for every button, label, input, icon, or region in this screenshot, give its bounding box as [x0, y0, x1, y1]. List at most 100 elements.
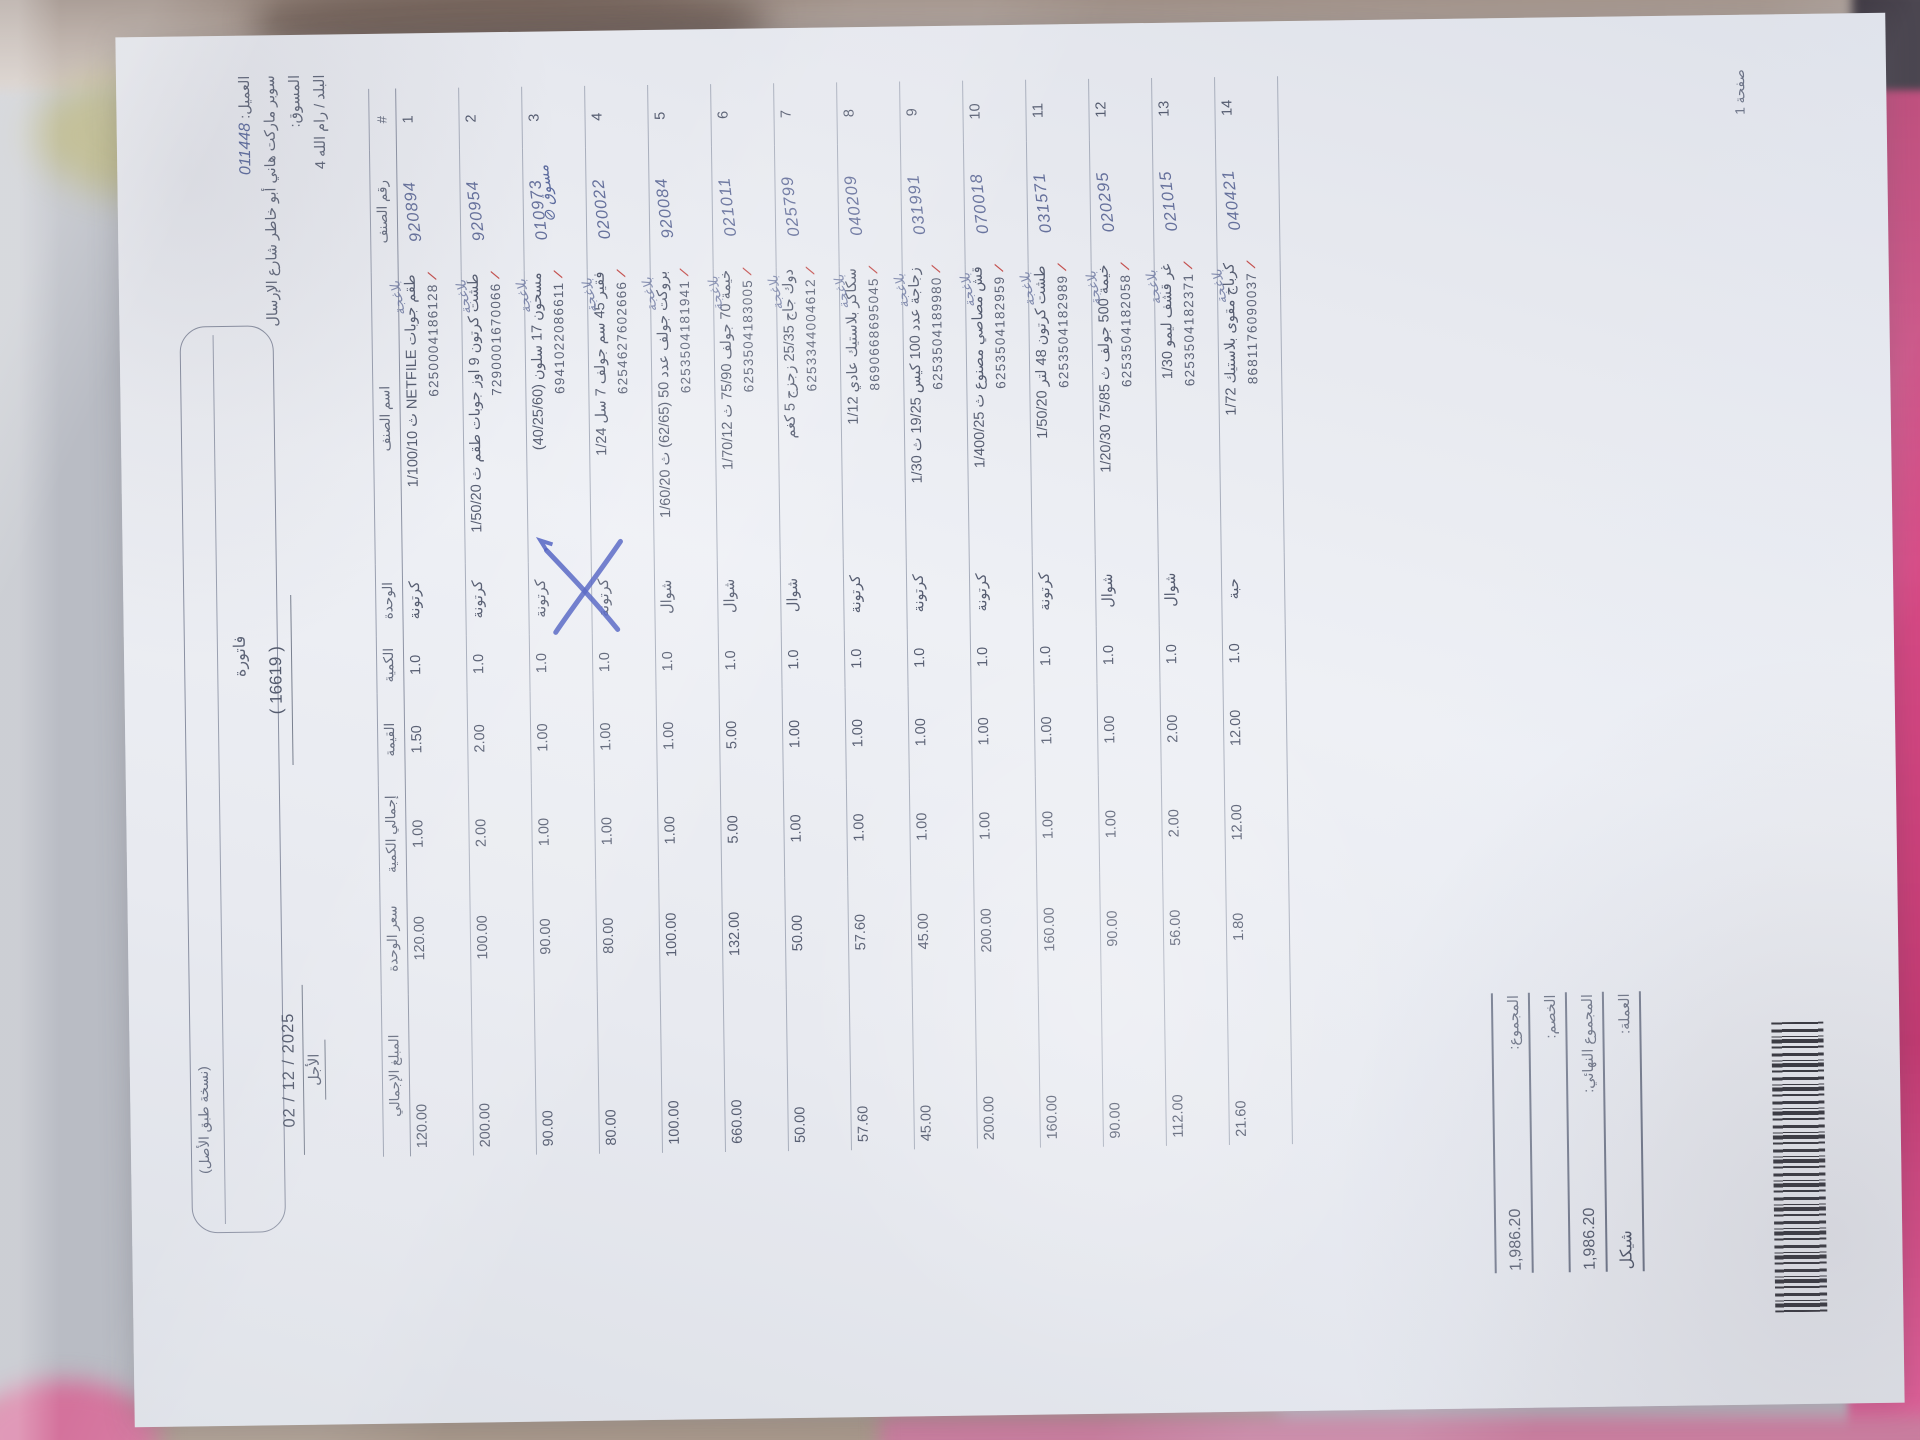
cell-unit-price: 45.00 — [910, 874, 976, 988]
column-header: إجمالي الكمية — [378, 785, 407, 883]
item-barcode: ∕6253504183005 — [739, 268, 757, 393]
item-name: غر قشف ليمو 1/30 — [1158, 263, 1177, 380]
column-header: الوحدة — [375, 564, 404, 637]
handwritten-item-code: 040421 — [1219, 168, 1245, 232]
items-table-zone: # رقم الصنف اسم الصنف الوحدة الكمية القيمة إجم… — [368, 76, 1293, 1157]
discount-row: الخصم: — [1529, 992, 1571, 1273]
cell-unit-price: 100.00 — [469, 880, 535, 994]
cell-amount: 200.00 — [471, 992, 537, 1156]
column-header: اسم الصنف — [371, 272, 403, 565]
cell-item-code: 031571 — [1026, 140, 1092, 264]
cell-item-name: مسحون 17 سلون (40/25/60) ∕6941022086611 بل… — [513, 269, 592, 563]
red-tick-mark: ∕ — [1054, 264, 1070, 270]
cell-unit: كرتونة — [843, 557, 908, 631]
discount-label: الخصم: — [1542, 994, 1560, 1039]
item-barcode: ∕6253504182058 — [1117, 263, 1135, 388]
subtotal-row: المجموع: 1,986.20 — [1492, 992, 1534, 1274]
handwritten-item-code: 031991 — [904, 172, 930, 236]
cell-total-quantity: 1.00 — [657, 781, 722, 879]
cell-total-quantity: 1.00 — [531, 782, 596, 881]
red-tick-mark: ∕ — [424, 273, 440, 279]
cell-unit: شوال — [780, 558, 845, 632]
cell-unit: شوال — [1095, 553, 1160, 627]
cell-total-quantity: 1.00 — [783, 779, 848, 878]
cell-unit: كرتونة — [465, 562, 530, 636]
cell-row-number: 1 — [395, 87, 460, 151]
cell-value-qty: 1.00 — [845, 686, 910, 780]
cell-amount: 50.00 — [786, 988, 852, 1152]
date-block: 2025 / 12 / 02 الأجل — [278, 984, 327, 1156]
cell-row-number: 14 — [1214, 76, 1279, 140]
cell-quantity: 1.0 — [403, 635, 468, 694]
cell-value-qty: 12.00 — [1222, 681, 1288, 775]
cell-total-quantity: 1.00 — [1098, 774, 1163, 873]
cell-row-number: 2 — [458, 86, 523, 150]
client-block: العميل: 011448 سوبر ماركت هاني أبو خاطر … — [232, 74, 338, 405]
cell-amount: 120.00 — [408, 993, 474, 1157]
cell-unit-price: 160.00 — [1036, 872, 1102, 986]
cell-unit-price: 50.00 — [784, 876, 850, 990]
cell-amount: 90.00 — [534, 991, 600, 1155]
cell-amount: 45.00 — [912, 986, 978, 1150]
handwritten-item-code: 920084 — [652, 176, 678, 239]
cell-unit-price: 80.00 — [595, 878, 661, 992]
cell-unit-price: 56.00 — [1162, 871, 1228, 984]
cell-unit: حبة — [1221, 552, 1286, 626]
handwritten-item-code: 025799 — [778, 174, 804, 238]
red-tick-mark: ∕ — [613, 270, 629, 276]
red-tick-mark: ∕ — [676, 269, 692, 275]
cell-amount: 21.60 — [1227, 982, 1293, 1145]
handwritten-item-code: 070018 — [967, 171, 993, 235]
cell-row-number: 4 — [584, 84, 649, 148]
cell-value-qty: 1.50 — [404, 692, 469, 786]
handwritten-item-code: 021011 — [715, 175, 741, 238]
subtotal-label: المجموع: — [1505, 994, 1523, 1050]
item-name: مسحون 17 سلون (40/25/60) — [528, 272, 548, 451]
barcode — [1771, 1021, 1828, 1313]
handwritten-item-code: 020022 — [589, 177, 615, 240]
client-number-handwritten: 011448 — [236, 122, 255, 176]
item-barcode: ∕6253504182989 — [1054, 264, 1072, 389]
item-barcode: ∕6253504181941 — [676, 269, 694, 394]
cell-quantity: 1.0 — [466, 634, 531, 693]
item-barcode: ∕6253344004612 — [802, 267, 820, 392]
cell-amount: 80.00 — [597, 990, 663, 1154]
item-barcode: ∕8681176090037 — [1243, 261, 1261, 385]
paper-wrap: (نسخة طبق الأصل) العميل: 011448 سوبر مار… — [115, 12, 1905, 1428]
currency-label: العملة: — [1616, 993, 1634, 1034]
cell-total-quantity: 2.00 — [1161, 774, 1226, 872]
cell-total-quantity: 1.00 — [594, 781, 659, 880]
cell-unit-price: 90.00 — [1099, 871, 1165, 985]
cell-unit: كرتونة — [402, 563, 467, 637]
item-barcode: ∕6254627602666 — [613, 270, 631, 395]
column-header: # — [368, 88, 397, 151]
cell-amount: 160.00 — [1038, 984, 1104, 1148]
red-tick-mark: ∕ — [802, 267, 818, 274]
red-tick-mark: ∕ — [928, 266, 944, 272]
cell-quantity: 1.0 — [1159, 625, 1223, 683]
cell-unit: كرتونة — [906, 556, 971, 630]
cell-quantity: 1.0 — [718, 631, 783, 690]
cell-item-code: 070018 — [963, 141, 1029, 265]
cell-quantity: 1.0 — [970, 627, 1035, 686]
cell-quantity: 1.0 — [781, 630, 846, 689]
item-name: طشت كرتون 48 لتر 1/50/20 — [1032, 265, 1052, 439]
handwritten-item-code: 920894 — [400, 179, 426, 243]
invoice-date: 2025 / 12 / 02 — [278, 984, 306, 1156]
cell-item-code: 025799 — [774, 144, 840, 268]
cell-quantity: 1.0 — [1096, 625, 1160, 684]
cell-item-code: 020295 — [1089, 139, 1155, 263]
cell-total-quantity: 1.00 — [909, 777, 974, 876]
item-barcode: ∕6250004186128 — [424, 273, 442, 397]
cell-item-code: 021011 — [711, 145, 777, 269]
red-tick-mark: ∕ — [1180, 262, 1196, 268]
cell-item-code: 040421 — [1215, 138, 1281, 262]
item-name: قش مصاصي مصنوع ث 1/400/25 — [969, 266, 989, 469]
cell-value-qty: 1.00 — [908, 685, 973, 779]
cell-unit: شوال — [717, 559, 782, 633]
cell-item-name: طشت كرتون 48 لتر 1/50/20 ∕6253504182989 بل… — [1017, 262, 1096, 556]
totals-block: المجموع: 1,986.20 الخصم: المجموع النهائي… — [1490, 991, 1645, 1274]
items-table: # رقم الصنف اسم الصنف الوحدة الكمية القيمة إجم… — [368, 76, 1293, 1157]
cell-value-qty: 2.00 — [1159, 682, 1225, 775]
invoice-number: ( 16619 ) — [265, 595, 294, 766]
